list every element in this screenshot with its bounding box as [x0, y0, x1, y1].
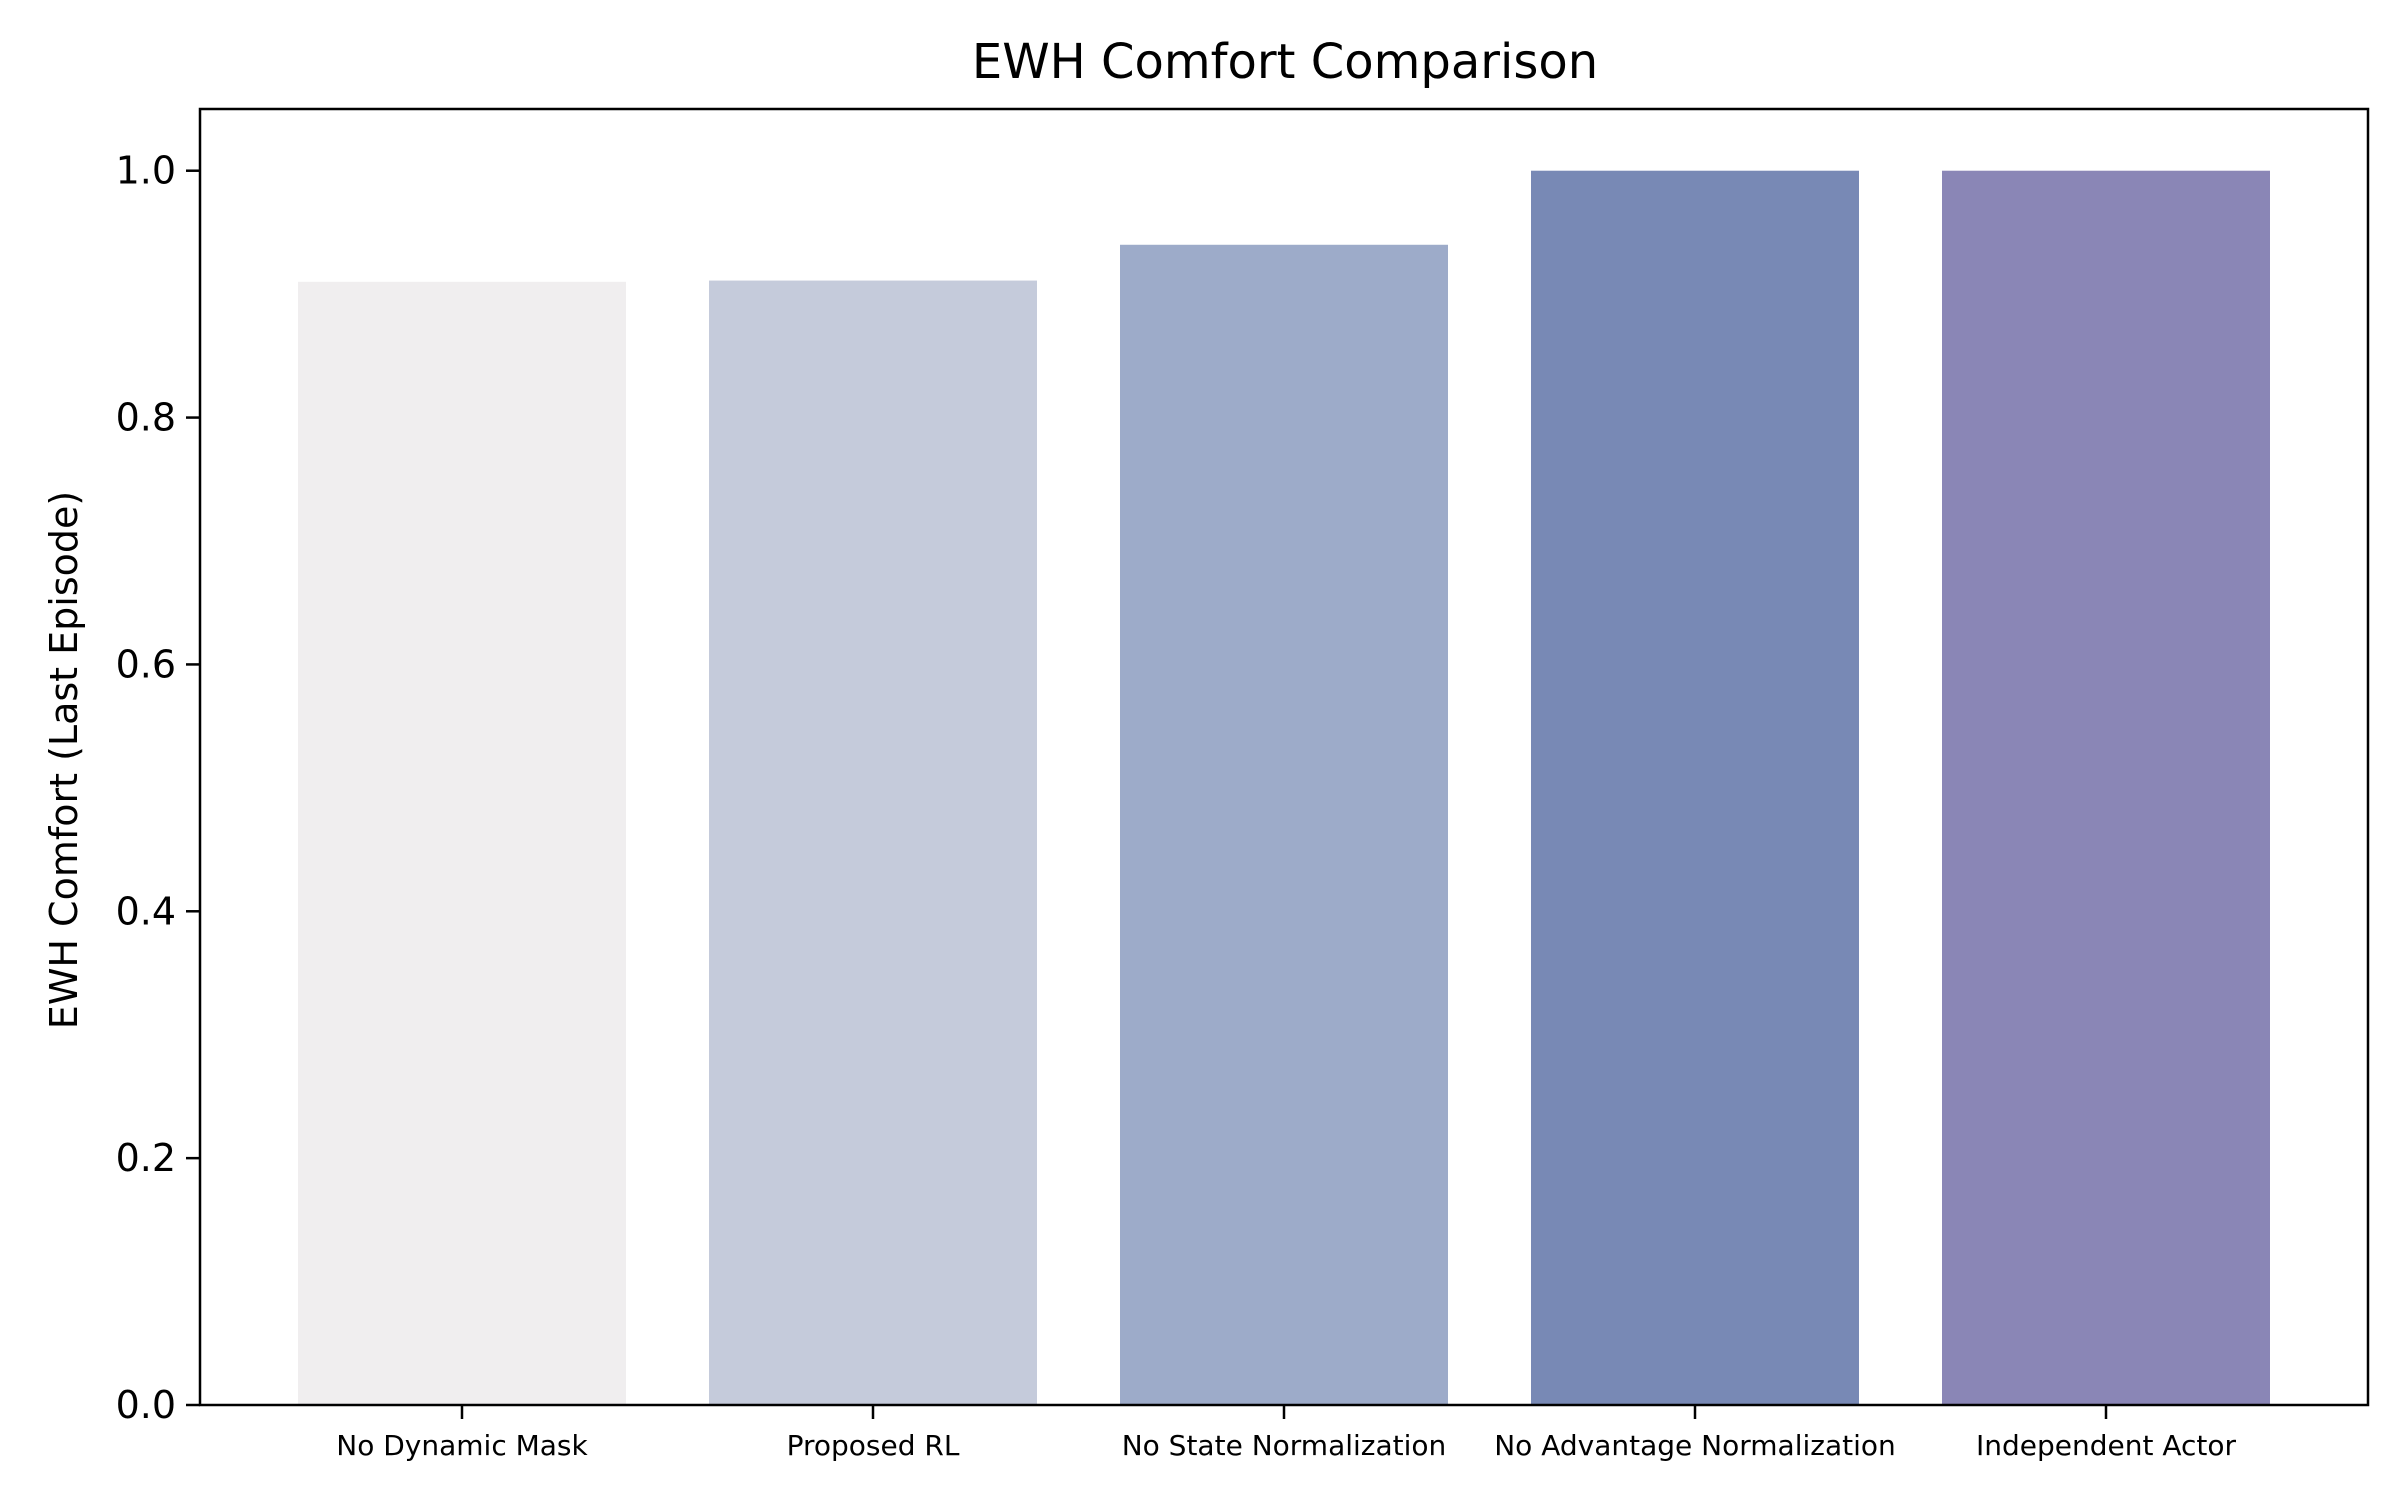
bar: [1531, 170, 1859, 1406]
x-tick-label: No Dynamic Mask: [336, 1429, 588, 1462]
x-tick-label: No State Normalization: [1122, 1429, 1447, 1462]
y-tick-label: 0.4: [116, 889, 176, 933]
x-tick-label: No Advantage Normalization: [1494, 1429, 1896, 1462]
plot-area-frame: [198, 107, 2370, 1407]
y-tick-label: 0.6: [116, 642, 176, 686]
x-tick-label: Proposed RL: [787, 1429, 960, 1462]
bar: [298, 281, 626, 1405]
chart-title: EWH Comfort Comparison: [972, 34, 1598, 90]
bar: [1120, 244, 1448, 1405]
y-tick-label: 0.0: [116, 1383, 176, 1427]
bars-layer: [298, 170, 2270, 1406]
y-tick-label: 1.0: [116, 149, 176, 193]
y-tick-label: 0.8: [116, 396, 176, 440]
bar: [709, 280, 1037, 1406]
bar: [1942, 170, 2270, 1406]
y-axis-label: EWH Comfort (Last Episode): [42, 491, 86, 1029]
y-ticks-layer: 0.0 0.2 0.4 0.6 0.8 1.0: [116, 149, 200, 1427]
x-ticks-layer: No Dynamic Mask Proposed RL No State Norma…: [336, 1405, 2237, 1462]
x-tick-label: Independent Actor: [1976, 1429, 2237, 1462]
y-tick-label: 0.2: [116, 1136, 176, 1180]
